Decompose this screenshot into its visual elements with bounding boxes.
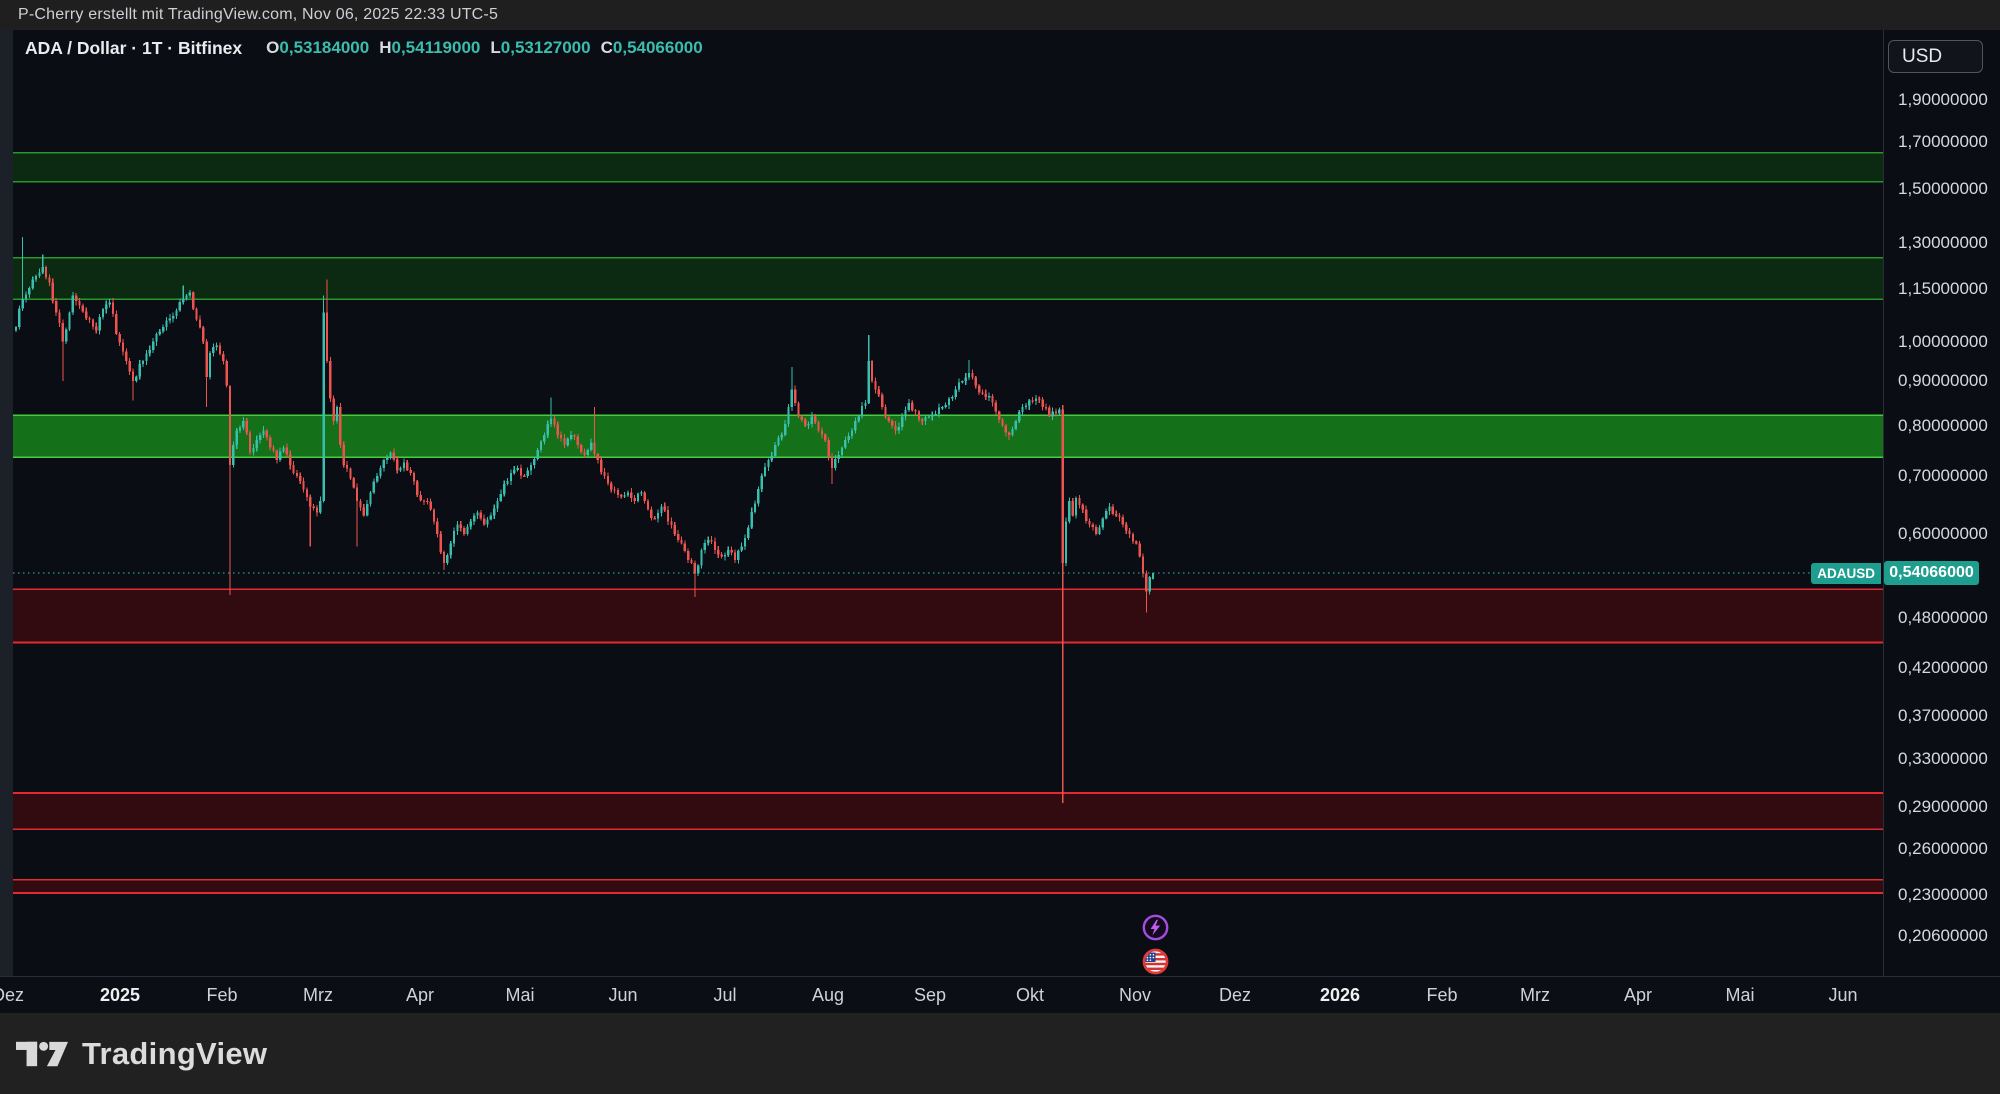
month-tick-label: Mai — [505, 985, 535, 1005]
price-tick-label: 1,70000000 — [1898, 131, 1988, 151]
left-gutter — [0, 30, 13, 976]
month-tick-label: Nov — [1118, 985, 1152, 1005]
month-tick-label: Jul — [713, 985, 737, 1005]
price-tick-label: 0,20600000 — [1898, 926, 1988, 946]
month-tick-label: Jun — [1828, 985, 1858, 1005]
ohlc-value: 0,53127000 — [500, 38, 591, 57]
tradingview-logo-mark-icon — [16, 1041, 68, 1066]
price-tick-label: 0,42000000 — [1898, 658, 1988, 678]
last-price-tag: 0,54066000 — [1884, 561, 1979, 585]
month-tick-label: Apr — [405, 985, 435, 1005]
price-tick-label: 1,00000000 — [1898, 331, 1988, 351]
price-tick-label: 0,48000000 — [1898, 607, 1988, 627]
tradingview-wordmark: TradingView — [82, 1035, 268, 1071]
price-tick-label: 1,30000000 — [1898, 232, 1988, 252]
year-tick-label: 2026 — [1319, 985, 1361, 1005]
ohlc-key: C — [600, 38, 613, 57]
price-tick-label: 0,90000000 — [1898, 371, 1988, 391]
month-tick-label: Apr — [1623, 985, 1653, 1005]
price-tick-label: 0,60000000 — [1898, 523, 1988, 543]
price-tick-label: 1,90000000 — [1898, 90, 1988, 110]
month-tick-label: Feb — [1426, 985, 1458, 1005]
support-zone — [13, 879, 1883, 894]
year-tick-label: 2025 — [99, 985, 141, 1005]
ohlc-values: O0,53184000 H0,54119000 L0,53127000 C0,5406… — [256, 38, 703, 58]
month-tick-label: Aug — [811, 985, 845, 1005]
time-axis[interactable]: Dez 2025 Feb Mrz Apr Mai Jun Jul Aug Sep Okt Nov Dez… — [0, 976, 2000, 1013]
price-chart-canvas[interactable] — [13, 30, 1883, 976]
candles-down — [44, 265, 1148, 803]
month-tick-label: Feb — [206, 985, 238, 1005]
candles-up — [14, 237, 1155, 595]
price-tick-label: 0,23000000 — [1898, 884, 1988, 904]
month-tick-label: Dez — [0, 985, 25, 1005]
price-tick-label: 0,80000000 — [1898, 415, 1988, 435]
ohlc-key: L — [490, 38, 501, 57]
month-tick-label: Mai — [1725, 985, 1755, 1005]
resistance-zone — [13, 151, 1883, 183]
ohlc-key: O — [266, 38, 280, 57]
price-tick-label: 1,15000000 — [1898, 279, 1988, 298]
economic-event-us-flag-icon[interactable] — [1142, 948, 1169, 975]
month-tick-label: Dez — [1218, 985, 1252, 1005]
month-tick-label: Sep — [913, 985, 947, 1005]
month-tick-label: Okt — [1015, 985, 1045, 1005]
symbol-legend: ADA / Dollar · 1T · Bitfinex O0,53184000… — [25, 36, 703, 60]
price-tick-label: 0,70000000 — [1898, 465, 1988, 485]
footer-bar: TradingView — [0, 1013, 2000, 1094]
resistance-zone — [13, 414, 1883, 459]
price-tick-label: 0,29000000 — [1898, 797, 1988, 817]
ohlc-value: 0,54119000 — [391, 38, 481, 57]
price-tick-label: 0,26000000 — [1898, 838, 1988, 858]
ohlc-value: 0,54066000 — [612, 38, 703, 57]
ohlc-value: 0,53184000 — [279, 38, 370, 57]
month-tick-label: Mrz — [303, 985, 333, 1005]
attribution-text: P-Cherry erstellt mit TradingView.com, N… — [18, 6, 499, 23]
economic-event-lightning-icon[interactable] — [1142, 914, 1169, 941]
price-tick-label: 0,33000000 — [1898, 748, 1988, 768]
ohlc-key: H — [379, 38, 392, 57]
support-zone — [13, 792, 1883, 830]
symbol-title[interactable]: ADA / Dollar · 1T · Bitfinex — [25, 37, 243, 58]
month-tick-label: Mrz — [1520, 985, 1550, 1005]
tradingview-logo[interactable]: TradingView — [16, 1036, 267, 1072]
support-zone — [13, 588, 1883, 644]
resistance-zone — [13, 257, 1883, 301]
month-tick-label: Jun — [608, 985, 638, 1005]
price-tick-label: 1,50000000 — [1898, 179, 1988, 199]
price-line-symbol-tag: ADAUSD — [1811, 562, 1881, 584]
attribution-bar: P-Cherry erstellt mit TradingView.com, N… — [0, 0, 2000, 30]
currency-toggle-button[interactable]: USD — [1888, 40, 1983, 73]
price-axis[interactable]: USD 1,90000000 1,70000000 1,50000000 1,3000… — [1883, 30, 2000, 1013]
price-tick-label: 0,37000000 — [1898, 705, 1988, 725]
chart-area[interactable]: ADA / Dollar · 1T · Bitfinex O0,53184000… — [0, 30, 2000, 1013]
